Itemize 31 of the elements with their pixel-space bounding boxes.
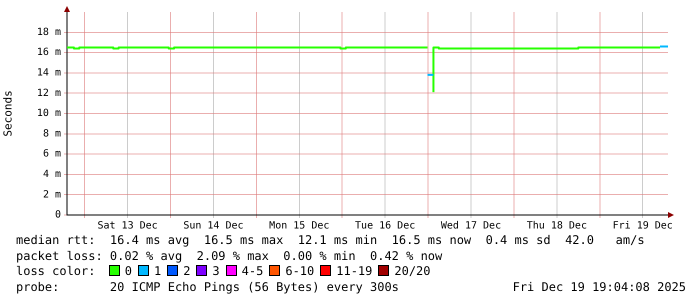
x-tick-label: Tue 16 Dec [355,220,416,232]
y-tick-label: 14 m [36,67,61,78]
x-tick-label: Sat 13 Dec [97,220,158,232]
legend-label: 3 [212,264,220,278]
y-tick-label: 18 m [36,26,61,38]
x-tick-label: Sun 14 Dec [183,220,244,232]
y-tick-label: 0 [54,210,61,221]
x-tick-label: Thu 18 Dec [526,220,587,232]
y-tick-label: 16 m [36,47,61,58]
y-tick-label: 2 m [42,189,61,200]
legend-label: 4-5 [242,264,264,278]
y-tick-label: 10 m [36,108,61,120]
legend-title: loss color: [16,264,96,278]
legend-label: 1 [154,264,162,278]
legend-label: 2 [183,264,190,278]
legend-label: 11-19 [336,264,372,278]
y-tick-label: 6 m [42,148,61,160]
x-tick-label: Mon 15 Dec [269,220,330,232]
legend-label: 0 [124,264,132,278]
x-tick-label: Wed 17 Dec [440,220,502,232]
x-tick-label: Fri 19 Dec [612,220,673,232]
y-tick-label: 4 m [42,168,61,180]
y-tick-label: 8 m [42,128,61,140]
text: probe: 20 ICMP Echo Pings (56 Bytes) every 300s [16,280,399,294]
text: median rtt: 16.4 ms avg 16.5 ms max 12.1 ms min 16.5 ms now 0.4 ms sd 42.0 am/s [16,233,646,248]
text: packet loss: 0.02 % avg 2.09 % max 0.00 % min 0.42 % now [16,248,444,264]
legend-label: 6-10 [285,264,314,278]
legend-label: 20/20 [394,264,430,278]
text: Fri Dec 19 19:04:08 2025 [512,280,686,295]
y-tick-label: 12 m [36,88,61,99]
y-axis-title: Seconds [1,90,14,137]
